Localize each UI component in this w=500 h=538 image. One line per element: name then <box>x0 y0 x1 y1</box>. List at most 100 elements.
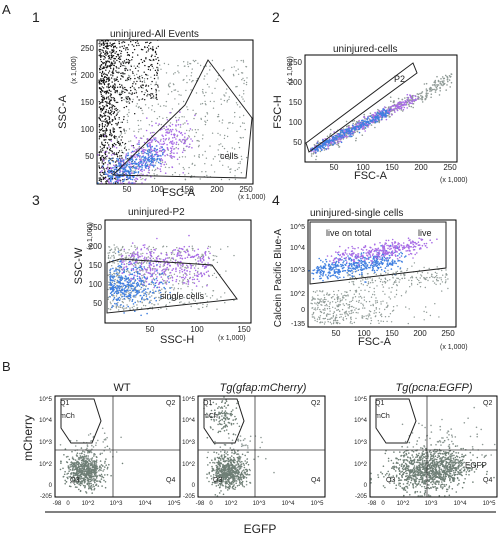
data-point <box>140 120 142 122</box>
data-point <box>159 159 161 161</box>
data-point <box>151 169 154 171</box>
data-point <box>110 166 112 169</box>
data-point <box>227 153 229 155</box>
data-point <box>116 246 118 248</box>
data-point <box>216 261 219 264</box>
data-point <box>214 255 216 257</box>
data-point <box>151 164 154 167</box>
data-point <box>123 106 125 109</box>
data-point <box>119 276 122 279</box>
data-point <box>312 153 315 155</box>
data-point <box>139 255 141 258</box>
data-point <box>155 150 157 153</box>
data-point <box>352 122 355 125</box>
data-point <box>388 296 390 298</box>
data-point <box>105 73 107 76</box>
data-point <box>100 43 102 45</box>
data-point <box>411 94 414 97</box>
data-point <box>109 284 112 286</box>
data-point <box>111 106 114 108</box>
data-point <box>194 300 196 302</box>
data-point <box>130 160 133 163</box>
data-point <box>380 313 383 315</box>
data-point <box>103 98 106 100</box>
data-point <box>184 65 186 67</box>
data-point <box>347 294 349 296</box>
data-point <box>208 86 210 88</box>
data-point <box>142 294 145 297</box>
data-point <box>349 305 351 308</box>
data-point <box>115 270 117 272</box>
y-axis-label: SSC-A <box>57 95 69 129</box>
data-point <box>332 143 335 146</box>
data-point <box>159 291 162 294</box>
data-point <box>187 266 189 269</box>
data-point <box>121 276 123 279</box>
data-point <box>220 153 222 155</box>
data-point <box>136 80 138 83</box>
data-point <box>217 132 219 135</box>
data-point <box>106 122 109 124</box>
data-point <box>138 140 140 142</box>
data-point <box>136 44 138 47</box>
data-point <box>204 120 206 122</box>
data-point <box>384 114 387 117</box>
data-point <box>337 142 340 145</box>
panel-1: 1 uninjured-All Events cells SSC-A (x 1,… <box>32 9 266 201</box>
data-point <box>145 281 148 283</box>
data-point <box>103 115 105 118</box>
data-point <box>193 155 196 157</box>
data-point <box>116 124 118 126</box>
data-point <box>110 133 112 135</box>
data-point <box>370 119 372 122</box>
data-point <box>407 322 409 325</box>
data-point <box>381 114 384 117</box>
data-point <box>123 288 126 290</box>
data-point <box>121 306 123 309</box>
data-point <box>156 255 159 258</box>
data-point <box>119 249 122 252</box>
data-point <box>104 66 106 68</box>
data-point <box>101 124 104 126</box>
data-point <box>108 98 110 100</box>
data-point <box>163 62 166 65</box>
data-point <box>140 263 143 266</box>
data-point <box>102 40 104 42</box>
data-point <box>110 61 113 63</box>
data-point <box>175 147 177 149</box>
data-point <box>130 162 133 165</box>
data-point <box>113 57 115 60</box>
data-point <box>193 117 195 120</box>
data-point <box>213 259 215 261</box>
data-point <box>235 102 238 104</box>
data-point <box>394 296 396 298</box>
data-point <box>128 279 130 282</box>
data-point <box>127 152 129 154</box>
data-point <box>135 158 138 160</box>
data-point <box>99 118 101 120</box>
data-point <box>360 302 362 304</box>
data-point <box>362 119 364 122</box>
data-point <box>389 111 391 113</box>
data-point <box>122 64 124 67</box>
data-point <box>127 277 130 280</box>
data-point <box>99 151 101 153</box>
data-point <box>178 117 180 119</box>
data-point <box>142 135 145 137</box>
data-point <box>159 149 161 152</box>
data-point <box>123 295 126 297</box>
data-point <box>328 144 331 147</box>
data-point <box>216 255 218 258</box>
data-point <box>405 306 407 308</box>
data-point <box>124 168 127 171</box>
data-point <box>150 55 153 58</box>
data-point <box>131 182 134 184</box>
data-point <box>147 85 150 87</box>
data-point <box>136 253 138 255</box>
data-point <box>141 298 143 300</box>
data-point <box>107 72 110 74</box>
data-point <box>180 265 182 267</box>
data-point <box>175 121 178 123</box>
data-point <box>152 97 155 99</box>
data-point <box>203 267 206 270</box>
